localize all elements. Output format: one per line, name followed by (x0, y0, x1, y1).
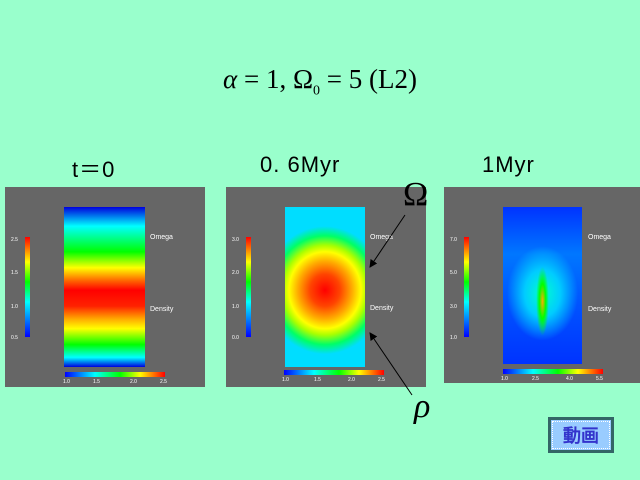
slide-title: α = 1, Ω0 = 5 (L2) (0, 64, 640, 99)
play-movie-button[interactable]: 動画 (548, 417, 614, 453)
rho-arrow (369, 332, 413, 396)
panel-title-1myr: 1Myr (482, 152, 535, 177)
tick: 2.5 (160, 379, 167, 385)
tick: 2.5 (378, 377, 385, 383)
tick: 1.5 (11, 270, 18, 276)
tick: 2.5 (11, 237, 18, 243)
title-tail: = 5 (L2) (320, 64, 417, 94)
panel-title-06myr: 0. 6Myr (260, 152, 341, 177)
tick: 1.5 (314, 377, 321, 383)
tick: 1.0 (11, 304, 18, 310)
simulation-panel-t0: 2.5 1.5 1.0 0.5 1.0 1.5 2.0 2.5 Omega De… (5, 187, 205, 387)
tick: 0.0 (232, 335, 239, 341)
density-map (285, 207, 365, 367)
tick: 2.0 (232, 270, 239, 276)
tick: 2.0 (130, 379, 137, 385)
vertical-colorbar (464, 237, 469, 337)
tick: 7.0 (450, 237, 457, 243)
tick: 5.0 (450, 270, 457, 276)
density-map (503, 207, 582, 364)
omega-label: Omega (370, 234, 393, 241)
omega-label: Omega (150, 234, 173, 241)
vertical-colorbar (246, 237, 251, 337)
tick: 5.5 (596, 376, 603, 382)
tick: 1.5 (93, 379, 100, 385)
density-label: Density (150, 306, 174, 313)
tick: 1.0 (232, 304, 239, 310)
tick: 2.0 (348, 377, 355, 383)
density-map (64, 207, 145, 367)
omega-arrow (369, 214, 406, 268)
title-subscript: 0 (313, 83, 321, 99)
tick: 1.0 (450, 335, 457, 341)
tick: 3.0 (232, 237, 239, 243)
tick: 1.0 (63, 379, 70, 385)
omega-label: Omega (588, 234, 611, 241)
alpha-symbol: α (223, 64, 238, 94)
horizontal-colorbar (65, 372, 165, 377)
tick: 4.0 (566, 376, 573, 382)
horizontal-colorbar (284, 370, 384, 375)
density-label: Density (588, 306, 612, 313)
title-text: = 1, Ω (237, 64, 314, 94)
panel-title-t0: t＝0 (72, 157, 116, 182)
tick: 0.5 (11, 335, 18, 341)
tick: 1.0 (282, 377, 289, 383)
density-label: Density (370, 305, 394, 312)
rho-annotation: ρ (414, 388, 431, 425)
tick: 2.5 (532, 376, 539, 382)
omega-annotation: Ω (403, 176, 429, 213)
simulation-panel-1myr: 7.0 5.0 3.0 1.0 1.0 2.5 4.0 5.5 Omega De… (444, 187, 640, 383)
simulation-panel-06myr: 3.0 2.0 1.0 0.0 1.0 1.5 2.0 2.5 Omega De… (226, 187, 426, 387)
horizontal-colorbar (503, 369, 603, 374)
tick: 3.0 (450, 304, 457, 310)
vertical-colorbar (25, 237, 30, 337)
tick: 1.0 (501, 376, 508, 382)
